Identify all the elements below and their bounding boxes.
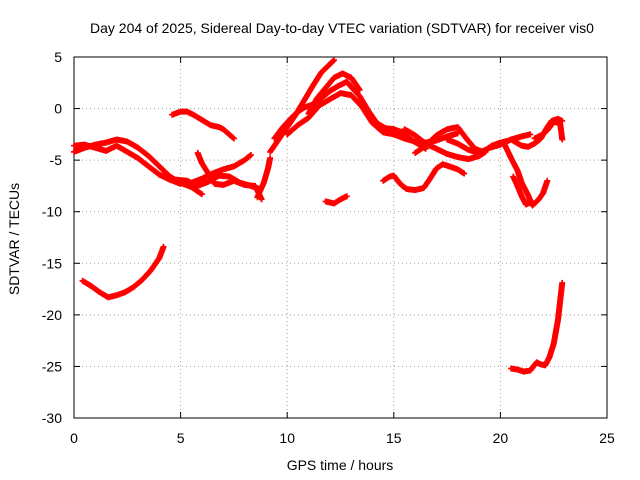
data-point (267, 155, 274, 162)
series-arc-11 (284, 90, 461, 146)
data-point (247, 151, 254, 158)
y-tick-label-4: -10 (42, 204, 62, 220)
y-tick-label-1: -25 (42, 358, 62, 374)
data-point (461, 170, 468, 177)
data-point (198, 191, 205, 198)
x-tick-label-0: 0 (70, 430, 78, 446)
data-point (559, 136, 566, 143)
data-point (330, 57, 337, 64)
data-point (229, 134, 236, 141)
series-arc-18 (501, 141, 551, 209)
axis-ticks: 0 5 10 15 20 25 -30 -25 -20 -15 -10 -5 0 5 (42, 49, 615, 446)
series-arc-17 (444, 131, 534, 156)
series-arc-9 (267, 57, 338, 155)
series-arc-4 (169, 108, 237, 142)
series-arc-14 (380, 161, 468, 194)
series-arc-12 (305, 70, 363, 117)
series-arc-7 (188, 151, 254, 186)
series-arc-2 (71, 141, 184, 187)
data-point (331, 57, 338, 64)
y-tick-label-5: -5 (50, 152, 63, 168)
data-point (258, 196, 265, 203)
data-points (71, 57, 566, 375)
series-arc-3 (79, 243, 167, 301)
plot-frame (73, 56, 608, 419)
y-tick-label-0: -30 (42, 410, 62, 426)
data-point (544, 177, 551, 184)
data-point (160, 243, 167, 250)
x-tick-label-4: 20 (493, 430, 509, 446)
data-point (230, 135, 237, 142)
x-tick-label-5: 25 (599, 430, 615, 446)
data-point (527, 131, 534, 138)
x-axis-label: GPS time / hours (287, 457, 394, 473)
series-arc-19 (510, 173, 534, 208)
y-tick-label-7: 5 (54, 49, 62, 65)
data-point (343, 193, 350, 200)
x-tick-label-3: 15 (386, 430, 402, 446)
series-arc-21 (531, 118, 566, 143)
x-tick-label-1: 5 (177, 430, 185, 446)
x-tick-label-2: 10 (279, 430, 295, 446)
data-point (356, 87, 363, 94)
y-axis-label: SDTVAR / TECUs (6, 183, 22, 295)
y-tick-label-2: -20 (42, 307, 62, 323)
grid (74, 57, 607, 418)
series-arc-13 (322, 193, 350, 207)
data-point (559, 279, 566, 286)
y-tick-label-3: -15 (42, 255, 62, 271)
y-tick-label-6: 0 (54, 101, 62, 117)
chart-title: Day 204 of 2025, Sidereal Day-to-day VTE… (90, 20, 594, 36)
series-arc-8 (254, 155, 274, 201)
series-arc-22 (508, 279, 566, 375)
data-point (527, 199, 534, 206)
series-arc-6 (194, 149, 265, 203)
